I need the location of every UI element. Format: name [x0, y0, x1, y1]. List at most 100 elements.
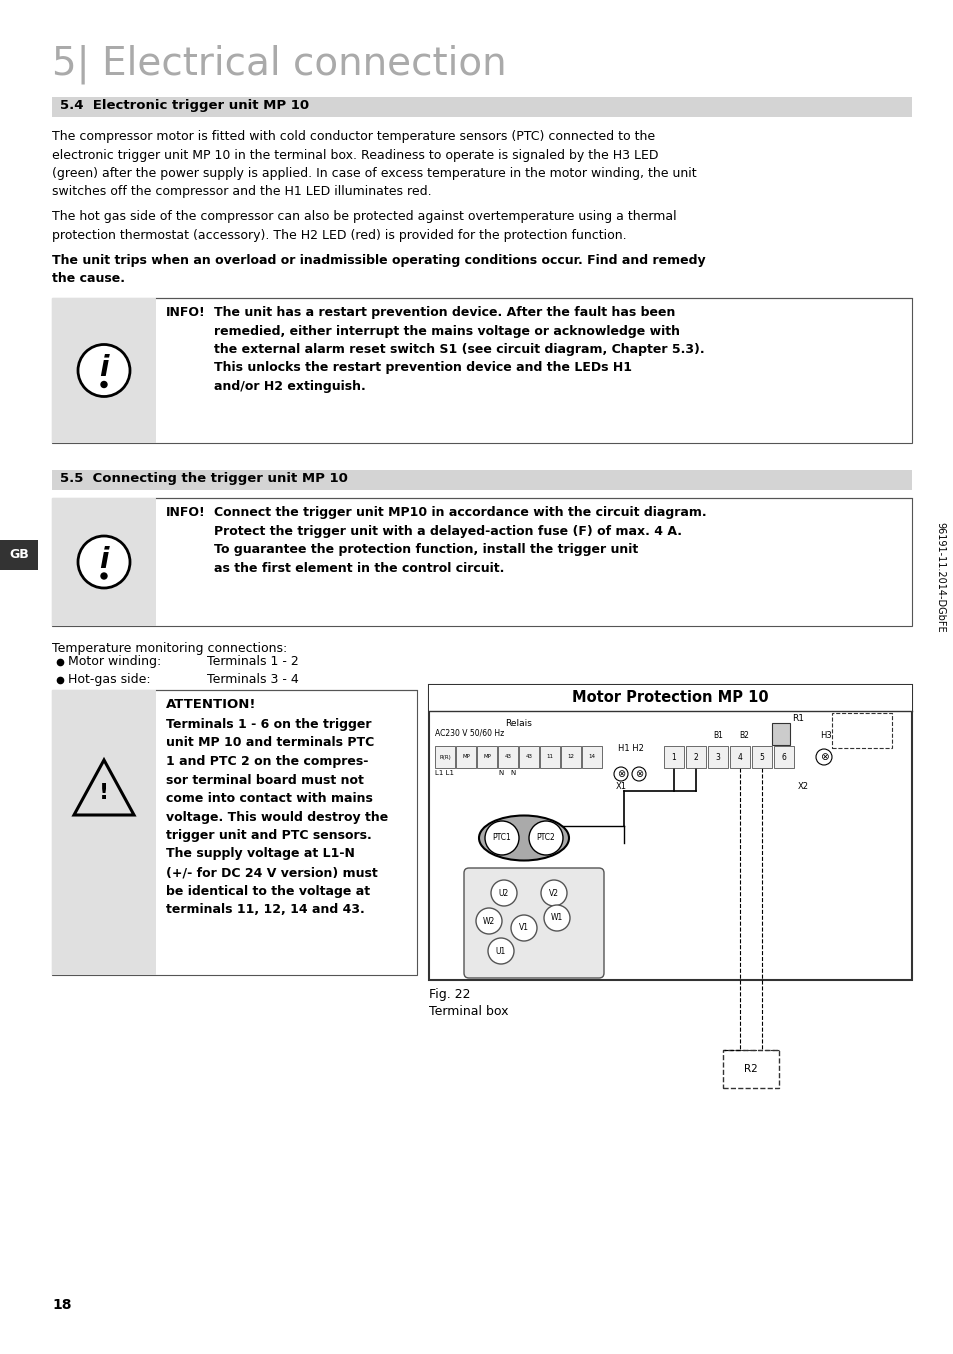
Text: Motor Protection MP 10: Motor Protection MP 10: [572, 691, 768, 705]
Bar: [435, 746, 455, 768]
Circle shape: [614, 766, 627, 781]
Text: 12: 12: [567, 754, 574, 760]
Bar: [751, 746, 771, 768]
Bar: [831, 714, 891, 747]
Text: !: !: [99, 783, 109, 803]
Text: H1 H2: H1 H2: [618, 743, 643, 753]
Text: Terminals 3 - 4: Terminals 3 - 4: [207, 673, 298, 686]
Bar: [429, 685, 911, 980]
Bar: [0, 540, 38, 570]
Text: ATTENTION!: ATTENTION!: [166, 699, 256, 711]
Text: GB: GB: [10, 548, 29, 562]
Bar: [729, 746, 749, 768]
Text: PTC1: PTC1: [492, 834, 511, 842]
Text: 5.5  Connecting the trigger unit MP 10: 5.5 Connecting the trigger unit MP 10: [60, 473, 348, 485]
Text: INFO!: INFO!: [166, 306, 206, 320]
Text: ⊗: ⊗: [635, 769, 642, 779]
Text: 5: 5: [759, 753, 763, 761]
Text: R1: R1: [791, 714, 803, 723]
Bar: [518, 746, 538, 768]
Text: The unit has a restart prevention device. After the fault has been
remedied, eit: The unit has a restart prevention device…: [213, 306, 704, 393]
Text: Temperature monitoring connections:: Temperature monitoring connections:: [52, 642, 287, 655]
Bar: [429, 685, 911, 711]
Bar: [52, 298, 156, 443]
Text: 14: 14: [588, 754, 595, 760]
Text: B1: B1: [712, 731, 722, 741]
Bar: [497, 746, 517, 768]
Text: 3: 3: [715, 753, 720, 761]
Circle shape: [78, 536, 130, 588]
Text: X2: X2: [797, 783, 808, 791]
Bar: [456, 746, 476, 768]
Circle shape: [491, 880, 517, 906]
Circle shape: [540, 880, 566, 906]
Text: H3: H3: [820, 731, 831, 741]
Bar: [581, 746, 601, 768]
Text: 11: 11: [546, 754, 553, 760]
Bar: [722, 1049, 779, 1089]
Text: 43: 43: [504, 754, 511, 760]
Text: N   N: N N: [498, 770, 516, 776]
Circle shape: [815, 749, 831, 765]
Bar: [685, 746, 705, 768]
Text: V1: V1: [518, 923, 529, 933]
Bar: [539, 746, 559, 768]
Text: INFO!: INFO!: [166, 506, 206, 519]
Bar: [476, 746, 497, 768]
Text: Relais: Relais: [505, 719, 532, 728]
Text: 4: 4: [737, 753, 741, 761]
Text: U1: U1: [496, 946, 506, 956]
Text: U2: U2: [498, 888, 509, 898]
Text: W1: W1: [550, 914, 562, 922]
Text: 5.4  Electronic trigger unit MP 10: 5.4 Electronic trigger unit MP 10: [60, 99, 309, 112]
Text: Terminals 1 - 2: Terminals 1 - 2: [207, 655, 298, 668]
Bar: [773, 746, 793, 768]
Circle shape: [529, 821, 562, 854]
Text: Connect the trigger unit MP10 in accordance with the circuit diagram.
Protect th: Connect the trigger unit MP10 in accorda…: [213, 506, 706, 574]
Text: Fig. 22
Terminal box: Fig. 22 Terminal box: [429, 988, 508, 1018]
Text: X1: X1: [616, 783, 626, 791]
Text: The unit trips when an overload or inadmissible operating conditions occur. Find: The unit trips when an overload or inadm…: [52, 255, 705, 286]
Text: V2: V2: [548, 888, 558, 898]
Text: ⊗: ⊗: [819, 751, 827, 762]
Text: PTC2: PTC2: [536, 834, 555, 842]
Bar: [52, 470, 911, 490]
Bar: [52, 97, 911, 116]
Circle shape: [543, 904, 569, 932]
Text: 1: 1: [671, 753, 676, 761]
Bar: [771, 723, 789, 745]
Text: L1 L1: L1 L1: [435, 770, 454, 776]
Text: 18: 18: [52, 1298, 71, 1312]
Circle shape: [101, 573, 107, 580]
Text: ⊗: ⊗: [617, 769, 624, 779]
Text: Motor winding:: Motor winding:: [68, 655, 161, 668]
Text: 6: 6: [781, 753, 785, 761]
Circle shape: [78, 344, 130, 397]
Text: B2: B2: [739, 731, 748, 741]
Text: MP: MP: [482, 754, 491, 760]
Text: 2: 2: [693, 753, 698, 761]
Bar: [52, 691, 416, 975]
Bar: [560, 746, 580, 768]
Circle shape: [631, 766, 645, 781]
Text: Terminals 1 - 6 on the trigger
unit MP 10 and terminals PTC
1 and PTC 2 on the c: Terminals 1 - 6 on the trigger unit MP 1…: [166, 718, 388, 917]
Ellipse shape: [478, 815, 568, 861]
Text: 5| Electrical connection: 5| Electrical connection: [52, 45, 506, 84]
Text: R(R): R(R): [438, 754, 451, 760]
Text: R2: R2: [841, 714, 853, 723]
Bar: [52, 498, 911, 626]
Bar: [52, 298, 911, 443]
Text: W2: W2: [482, 917, 495, 926]
Circle shape: [488, 938, 514, 964]
Circle shape: [476, 909, 501, 934]
Text: R2: R2: [743, 1064, 757, 1074]
Text: The hot gas side of the compressor can also be protected against overtemperature: The hot gas side of the compressor can a…: [52, 210, 676, 241]
Text: AC230 V 50/60 Hz: AC230 V 50/60 Hz: [435, 728, 504, 738]
Circle shape: [484, 821, 518, 854]
Text: i: i: [99, 355, 109, 382]
Circle shape: [511, 915, 537, 941]
FancyBboxPatch shape: [463, 868, 603, 978]
Text: i: i: [99, 546, 109, 574]
Circle shape: [101, 382, 107, 387]
Text: 43: 43: [525, 754, 532, 760]
